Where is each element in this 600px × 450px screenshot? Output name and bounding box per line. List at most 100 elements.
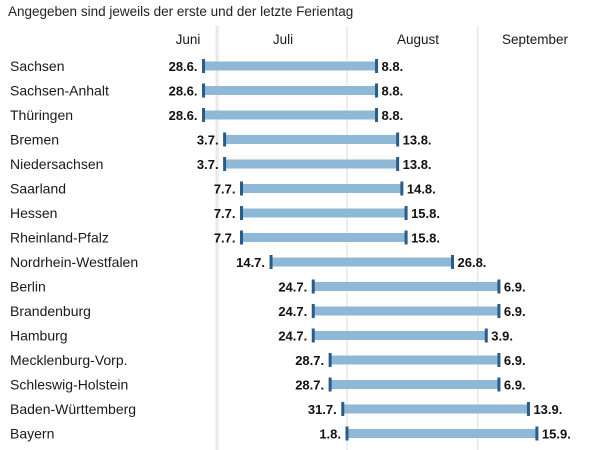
start-date-label: 31.7.: [308, 402, 337, 417]
bar-start-marker: [311, 304, 315, 318]
state-label: Saarland: [10, 181, 66, 197]
state-label: Thüringen: [10, 107, 73, 123]
holiday-bar: [347, 429, 537, 438]
start-date-label: 28.7.: [295, 378, 324, 393]
holiday-bar: [241, 184, 402, 193]
holiday-bar: [203, 61, 377, 71]
state-label: Sachsen: [10, 58, 64, 74]
start-date-label: 28.6.: [169, 59, 198, 74]
end-date-label: 6.9.: [504, 280, 526, 295]
bar-start-marker: [202, 108, 206, 122]
bar-start-marker: [345, 426, 349, 441]
start-date-label: 7.7.: [214, 206, 236, 221]
holiday-bar: [224, 159, 398, 169]
bar-end-marker: [375, 108, 379, 122]
end-date-label: 15.9.: [542, 427, 571, 442]
end-date-label: 15.8.: [411, 231, 440, 246]
end-date-label: 13.8.: [403, 133, 432, 148]
bar-start-marker: [311, 328, 315, 343]
bar-end-marker: [404, 230, 408, 245]
bar-end-marker: [404, 206, 408, 220]
bar-end-marker: [497, 377, 501, 392]
holiday-bar: [241, 208, 407, 218]
bar-end-marker: [497, 279, 501, 294]
start-date-label: 24.7.: [278, 280, 307, 295]
state-label: Niedersachsen: [10, 156, 103, 172]
bar-start-marker: [269, 255, 273, 269]
bar-end-marker: [396, 157, 400, 171]
holiday-bar: [313, 306, 499, 316]
state-label: Hamburg: [10, 328, 68, 344]
state-label: Hessen: [10, 205, 57, 221]
bar-end-marker: [375, 83, 379, 98]
bar-start-marker: [328, 377, 332, 392]
month-label-juli: Juli: [273, 32, 293, 47]
bar-start-marker: [328, 353, 332, 367]
holiday-bar: [224, 135, 398, 144]
bar-start-marker: [223, 157, 227, 171]
bar-start-marker: [311, 279, 315, 294]
bar-start-marker: [240, 181, 243, 196]
bar-end-marker: [497, 304, 501, 318]
holiday-bar: [203, 110, 377, 120]
state-label: Sachsen-Anhalt: [10, 83, 109, 99]
start-date-label: 14.7.: [236, 255, 265, 270]
start-date-label: 3.7.: [197, 133, 219, 148]
state-label: Bayern: [10, 426, 54, 442]
state-label: Brandenburg: [10, 303, 91, 319]
state-label: Schleswig-Holstein: [10, 377, 128, 393]
start-date-label: 28.7.: [295, 353, 324, 368]
start-date-label: 28.6.: [169, 108, 198, 123]
end-date-label: 6.9.: [504, 378, 526, 393]
end-date-label: 3.9.: [491, 329, 513, 344]
bar-start-marker: [202, 59, 206, 73]
state-label: Berlin: [10, 279, 46, 295]
end-date-label: 13.8.: [403, 157, 432, 172]
state-label: Baden-Württemberg: [10, 401, 136, 417]
bar-end-marker: [484, 328, 488, 343]
bar-start-marker: [341, 402, 345, 416]
bar-start-marker: [223, 132, 227, 147]
bar-end-marker: [451, 255, 454, 269]
holiday-bar: [313, 282, 499, 291]
holiday-bar: [330, 380, 499, 389]
end-date-label: 8.8.: [382, 108, 404, 123]
end-date-label: 13.9.: [533, 402, 562, 417]
start-date-label: 24.7.: [278, 304, 307, 319]
end-date-label: 6.9.: [504, 304, 526, 319]
bar-end-marker: [400, 181, 404, 196]
start-date-label: 28.6.: [169, 84, 198, 99]
start-date-label: 24.7.: [278, 329, 307, 344]
month-label-august: August: [397, 32, 439, 47]
bar-start-marker: [202, 83, 206, 98]
end-date-label: 8.8.: [382, 59, 404, 74]
end-date-label: 8.8.: [382, 84, 404, 99]
chart-subtitle: Angegeben sind jeweils der erste und der…: [8, 4, 354, 19]
holiday-bar: [241, 233, 407, 242]
bar-end-marker: [375, 59, 379, 73]
holiday-bar: [330, 355, 499, 365]
bar-end-marker: [526, 402, 530, 416]
end-date-label: 26.8.: [458, 255, 487, 270]
start-date-label: 7.7.: [214, 231, 236, 246]
holiday-bar: [342, 404, 529, 414]
holiday-bar: [271, 257, 453, 267]
start-date-label: 3.7.: [197, 157, 219, 172]
month-label-juni: Juni: [176, 32, 201, 47]
bar-start-marker: [240, 206, 243, 220]
state-label: Rheinland-Pfalz: [10, 230, 109, 246]
bar-end-marker: [535, 426, 539, 441]
state-label: Nordrhein-Westfalen: [10, 254, 138, 270]
end-date-label: 15.8.: [411, 206, 440, 221]
end-date-label: 14.8.: [407, 182, 436, 197]
month-label-september: September: [502, 32, 569, 47]
bar-end-marker: [497, 353, 501, 367]
end-date-label: 6.9.: [504, 353, 526, 368]
state-label: Mecklenburg-Vorp.: [10, 352, 128, 368]
holiday-bar: [313, 331, 487, 340]
bar-end-marker: [396, 132, 400, 147]
holiday-bar: [203, 86, 377, 95]
start-date-label: 7.7.: [214, 182, 236, 197]
start-date-label: 1.8.: [319, 427, 341, 442]
